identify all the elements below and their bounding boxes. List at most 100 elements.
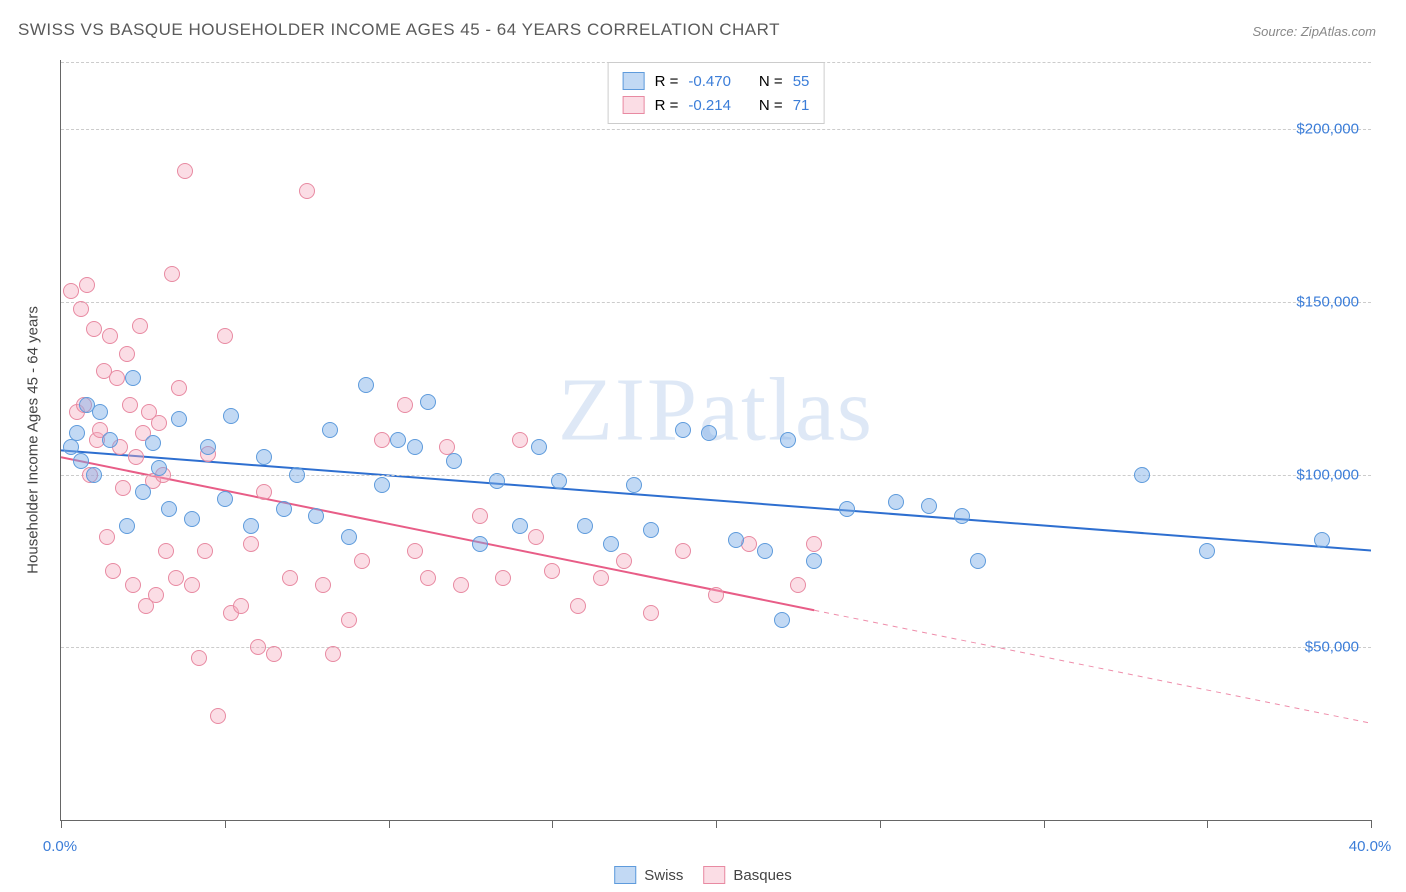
scatter-point-basques bbox=[210, 708, 226, 724]
scatter-point-swiss bbox=[603, 536, 619, 552]
scatter-point-swiss bbox=[69, 425, 85, 441]
scatter-point-basques bbox=[119, 346, 135, 362]
scatter-point-swiss bbox=[643, 522, 659, 538]
scatter-point-swiss bbox=[200, 439, 216, 455]
n-value-basques: 71 bbox=[793, 97, 810, 114]
legend-stats-row-swiss: R = -0.470 N = 55 bbox=[623, 69, 810, 93]
scatter-point-swiss bbox=[577, 518, 593, 534]
r-label: R = bbox=[655, 73, 679, 90]
scatter-point-basques bbox=[453, 577, 469, 593]
scatter-point-swiss bbox=[217, 491, 233, 507]
scatter-point-swiss bbox=[1199, 543, 1215, 559]
scatter-point-swiss bbox=[92, 404, 108, 420]
scatter-point-swiss bbox=[102, 432, 118, 448]
scatter-point-basques bbox=[125, 577, 141, 593]
scatter-point-basques bbox=[708, 587, 724, 603]
scatter-point-basques bbox=[191, 650, 207, 666]
scatter-point-swiss bbox=[374, 477, 390, 493]
scatter-point-basques bbox=[806, 536, 822, 552]
scatter-point-basques bbox=[102, 328, 118, 344]
scatter-point-swiss bbox=[256, 449, 272, 465]
n-value-swiss: 55 bbox=[793, 73, 810, 90]
swatch-basques bbox=[623, 96, 645, 114]
scatter-point-swiss bbox=[701, 425, 717, 441]
legend-label-swiss: Swiss bbox=[644, 867, 683, 884]
watermark: ZIPatlas bbox=[558, 358, 874, 461]
scatter-point-swiss bbox=[223, 408, 239, 424]
scatter-point-swiss bbox=[243, 518, 259, 534]
scatter-point-basques bbox=[570, 598, 586, 614]
x-tick bbox=[552, 820, 553, 828]
scatter-point-basques bbox=[105, 563, 121, 579]
plot-area: ZIPatlas Householder Income Ages 45 - 64… bbox=[60, 60, 1371, 821]
scatter-point-basques bbox=[675, 543, 691, 559]
scatter-point-basques bbox=[79, 277, 95, 293]
scatter-point-basques bbox=[99, 529, 115, 545]
scatter-point-basques bbox=[266, 646, 282, 662]
scatter-point-swiss bbox=[954, 508, 970, 524]
scatter-point-swiss bbox=[86, 467, 102, 483]
scatter-point-basques bbox=[420, 570, 436, 586]
scatter-point-swiss bbox=[446, 453, 462, 469]
swatch-basques bbox=[703, 866, 725, 884]
y-tick-label: $150,000 bbox=[1296, 293, 1359, 310]
y-tick-label: $100,000 bbox=[1296, 466, 1359, 483]
scatter-point-basques bbox=[256, 484, 272, 500]
swatch-swiss bbox=[623, 72, 645, 90]
scatter-point-basques bbox=[472, 508, 488, 524]
x-tick bbox=[389, 820, 390, 828]
scatter-point-swiss bbox=[512, 518, 528, 534]
scatter-point-swiss bbox=[276, 501, 292, 517]
x-tick bbox=[1207, 820, 1208, 828]
scatter-point-basques bbox=[407, 543, 423, 559]
scatter-point-basques bbox=[544, 563, 560, 579]
legend-stats-row-basques: R = -0.214 N = 71 bbox=[623, 93, 810, 117]
scatter-point-basques bbox=[593, 570, 609, 586]
scatter-point-basques bbox=[299, 183, 315, 199]
n-label: N = bbox=[759, 73, 783, 90]
scatter-point-basques bbox=[168, 570, 184, 586]
scatter-point-swiss bbox=[1134, 467, 1150, 483]
scatter-point-basques bbox=[86, 321, 102, 337]
scatter-point-basques bbox=[158, 543, 174, 559]
regression-line-solid bbox=[61, 457, 814, 610]
scatter-point-swiss bbox=[780, 432, 796, 448]
scatter-point-basques bbox=[374, 432, 390, 448]
scatter-point-swiss bbox=[151, 460, 167, 476]
scatter-point-basques bbox=[132, 318, 148, 334]
legend-stats: R = -0.470 N = 55 R = -0.214 N = 71 bbox=[608, 62, 825, 124]
regression-line-solid bbox=[61, 450, 1371, 550]
scatter-point-swiss bbox=[774, 612, 790, 628]
scatter-point-basques bbox=[616, 553, 632, 569]
x-tick bbox=[880, 820, 881, 828]
x-tick-label: 40.0% bbox=[1349, 838, 1392, 855]
gridline bbox=[61, 129, 1371, 130]
scatter-point-basques bbox=[73, 301, 89, 317]
gridline bbox=[61, 475, 1371, 476]
scatter-point-swiss bbox=[888, 494, 904, 510]
scatter-point-basques bbox=[148, 587, 164, 603]
scatter-point-basques bbox=[164, 266, 180, 282]
scatter-point-swiss bbox=[839, 501, 855, 517]
scatter-point-swiss bbox=[675, 422, 691, 438]
scatter-point-basques bbox=[643, 605, 659, 621]
scatter-point-swiss bbox=[1314, 532, 1330, 548]
r-label: R = bbox=[655, 97, 679, 114]
scatter-point-swiss bbox=[119, 518, 135, 534]
scatter-point-basques bbox=[243, 536, 259, 552]
scatter-point-swiss bbox=[407, 439, 423, 455]
scatter-point-swiss bbox=[626, 477, 642, 493]
y-axis-label: Householder Income Ages 45 - 64 years bbox=[25, 306, 42, 574]
scatter-point-basques bbox=[109, 370, 125, 386]
scatter-point-basques bbox=[315, 577, 331, 593]
x-tick-label: 0.0% bbox=[43, 838, 77, 855]
scatter-point-swiss bbox=[806, 553, 822, 569]
source-attribution: Source: ZipAtlas.com bbox=[1252, 24, 1376, 39]
scatter-point-swiss bbox=[125, 370, 141, 386]
scatter-point-basques bbox=[128, 449, 144, 465]
x-tick bbox=[716, 820, 717, 828]
x-tick bbox=[61, 820, 62, 828]
scatter-point-swiss bbox=[308, 508, 324, 524]
scatter-point-basques bbox=[115, 480, 131, 496]
chart-title: SWISS VS BASQUE HOUSEHOLDER INCOME AGES … bbox=[18, 20, 780, 40]
